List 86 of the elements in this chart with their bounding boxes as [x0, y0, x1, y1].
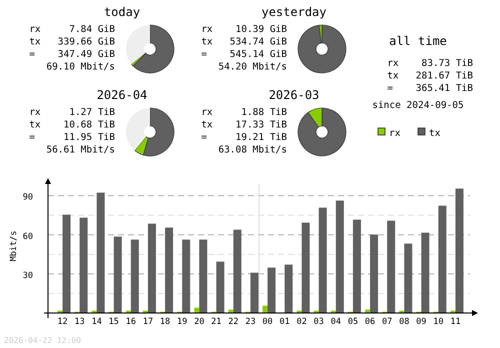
donut-slice: [126, 25, 150, 64]
bar: [387, 220, 396, 313]
x-tick-label: 05: [348, 317, 358, 327]
x-tick-label: 14: [92, 317, 102, 327]
x-tick-label: 20: [194, 317, 204, 327]
text: tx 17.33 TiB: [201, 120, 288, 130]
x-tick-label: 01: [280, 317, 290, 327]
bar: [250, 272, 258, 313]
bar: [80, 218, 88, 313]
bar: [352, 220, 361, 313]
bar: [404, 244, 412, 313]
bar: [268, 268, 276, 313]
x-tick-label: 15: [108, 317, 119, 327]
bar: [370, 234, 378, 313]
text: all time: [389, 34, 447, 48]
text: = 545.14 GiB: [201, 49, 288, 60]
text: = 11.95 TiB: [29, 132, 116, 143]
x-tick-label: 23: [245, 317, 256, 327]
legend-label: rx: [389, 128, 401, 139]
y-tick-label: 60: [22, 232, 33, 242]
x-tick-label: 17: [142, 317, 154, 327]
x-tick-label: 19: [177, 317, 188, 327]
bar: [130, 240, 139, 313]
bar: [302, 222, 310, 313]
bar: [148, 224, 156, 313]
y-tick-label: 90: [22, 192, 33, 203]
text: = 365.41 TiB: [387, 83, 474, 94]
x-tick-label: 00: [262, 317, 273, 327]
x-tick-label: 03: [314, 317, 324, 327]
donut-slice: [298, 24, 346, 74]
x-tick-label: 12: [57, 317, 68, 327]
text: 69.10 Mbit/s: [46, 62, 115, 72]
x-tick-label: 10: [433, 317, 444, 327]
text: rx 1.88 TiB: [201, 107, 288, 118]
legend-label: tx: [429, 128, 441, 139]
y-axis-title: Mbit/s: [9, 230, 19, 262]
bar: [194, 308, 200, 313]
x-tick-label: 02: [296, 317, 307, 327]
chart-title: yesterday: [261, 5, 327, 19]
x-tick-label: 22: [228, 317, 238, 327]
bar: [336, 200, 344, 313]
chart-title: 2026-04: [96, 88, 148, 102]
text: tx 534.74 GiB: [201, 36, 288, 48]
chart-title: 2026-03: [268, 88, 320, 102]
bar: [96, 192, 105, 313]
text: 63.08 Mbit/s: [218, 144, 287, 156]
text: tx 339.66 GiB: [29, 36, 116, 48]
x-tick-label: 11: [450, 317, 461, 327]
x-tick-label: 08: [399, 317, 410, 327]
x-tick-label: 13: [74, 317, 85, 327]
donut-slice: [298, 108, 346, 156]
text: = 347.49 GiB: [29, 49, 116, 60]
text: tx 281.67 TiB: [387, 70, 474, 82]
text: = 19.21 TiB: [201, 132, 288, 143]
bar: [262, 306, 268, 313]
bar: [318, 208, 327, 313]
text: 54.20 Mbit/s: [218, 62, 287, 72]
text: rx 83.73 TiB: [387, 58, 474, 69]
bar: [233, 230, 242, 313]
x-tick-label: 07: [382, 317, 392, 327]
bar: [216, 262, 224, 313]
text: tx 10.68 TiB: [29, 120, 116, 130]
text: rx 10.39 GiB: [201, 24, 288, 35]
text: 56.61 Mbit/s: [46, 144, 115, 156]
x-tick-label: 16: [126, 317, 136, 327]
text: rx 1.27 TiB: [29, 107, 116, 118]
y-tick-label: 30: [22, 270, 33, 281]
bar: [455, 188, 464, 313]
x-tick-label: 18: [160, 317, 170, 327]
donut-slice: [126, 108, 150, 150]
bar: [438, 206, 446, 313]
bar: [199, 240, 208, 313]
bar: [165, 228, 174, 313]
x-tick-label: 06: [364, 317, 376, 327]
donut-slice: [132, 24, 174, 74]
x-tick-label: 21: [211, 317, 222, 327]
text: rx 7.84 GiB: [29, 24, 116, 35]
bar: [62, 214, 71, 313]
bar: [114, 236, 122, 313]
x-tick-label: 09: [416, 317, 426, 327]
bar: [182, 240, 190, 313]
text: since 2024-09-05: [372, 100, 464, 111]
bar: [421, 232, 430, 313]
x-tick-label: 04: [330, 317, 341, 327]
bar: [284, 264, 293, 313]
chart-title: today: [104, 5, 140, 19]
